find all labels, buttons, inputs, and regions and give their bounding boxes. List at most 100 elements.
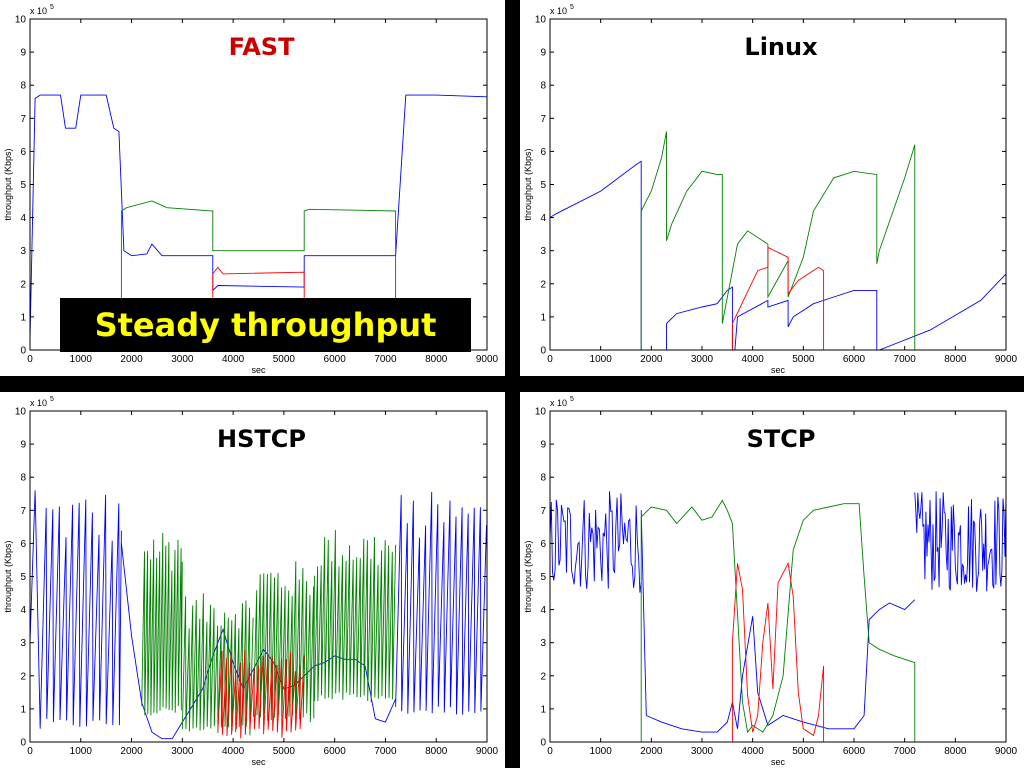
hstcp-x-tick-label: 6000 [324, 746, 347, 757]
stcp-series-line [914, 491, 1007, 592]
hstcp-series-line [217, 649, 305, 739]
linux-y-multiplier: x 10 [550, 6, 567, 16]
stcp-y-tick-label: 6 [540, 539, 546, 550]
linux-x-tick-label: 3000 [691, 354, 714, 365]
linux-series-line [640, 131, 916, 350]
linux-x-tick-label: 2000 [640, 354, 663, 365]
linux-y-tick-label: 5 [540, 180, 546, 191]
hstcp-chart-svg: 0 1000 2000 3000 4000 5000 6000 7000 8000 9000 0 1 2… [3, 396, 499, 767]
hstcp-x-tick-label: 2000 [120, 746, 143, 757]
hstcp-series-line [29, 490, 41, 729]
fast-series-line [120, 200, 397, 350]
stcp-series-line [640, 499, 916, 742]
stcp-y-exponent: 5 [570, 396, 574, 403]
fast-y-tick-label: 8 [20, 81, 26, 92]
fast-x-tick-label: 9000 [476, 354, 499, 365]
linux-x-tick-label: 1000 [590, 354, 613, 365]
fast-x-tick-label: 4000 [222, 354, 245, 365]
fast-y-multiplier: x 10 [30, 6, 47, 16]
fast-y-exponent: 5 [50, 4, 54, 11]
stcp-y-tick-label: 7 [540, 506, 546, 517]
hstcp-series-line [395, 491, 487, 715]
hstcp-x-tick-label: 4000 [222, 746, 245, 757]
linux-y-tick-label: 8 [540, 81, 546, 92]
linux-y-tick-label: 3 [540, 246, 546, 257]
hstcp-y-tick-label: 10 [15, 407, 27, 418]
fast-x-tick-label: 8000 [425, 354, 448, 365]
fast-x-tick-label: 0 [27, 354, 33, 365]
fast-chart-title: FAST [229, 33, 296, 61]
hstcp-y-exponent: 5 [50, 396, 54, 403]
linux-y-tick-label: 9 [540, 48, 546, 59]
stcp-x-tick-label: 6000 [843, 746, 866, 757]
stcp-x-tick-label: 1000 [590, 746, 613, 757]
stcp-x-tick-label: 9000 [995, 746, 1018, 757]
hstcp-y-tick-label: 8 [20, 473, 26, 484]
linux-y-axis-label: throughput (Kbps) [523, 148, 533, 220]
fast-y-tick-label: 9 [20, 48, 26, 59]
hstcp-y-tick-label: 9 [20, 440, 26, 451]
stcp-series-line [731, 561, 825, 742]
linux-series-line [549, 160, 1007, 351]
linux-x-tick-label: 6000 [843, 354, 866, 365]
stcp-y-tick-label: 8 [540, 473, 546, 484]
fast-x-tick-label: 6000 [324, 354, 347, 365]
linux-y-tick-label: 0 [540, 346, 546, 357]
linux-chart-title: Linux [744, 33, 818, 61]
stcp-x-tick-label: 8000 [944, 746, 967, 757]
hstcp-x-tick-label: 9000 [476, 746, 499, 757]
hstcp-x-tick-label: 7000 [374, 746, 397, 757]
stcp-y-tick-label: 4 [540, 605, 546, 616]
linux-y-tick-label: 10 [535, 15, 547, 26]
hstcp-series-line [141, 532, 183, 716]
hstcp-chart-panel: 0 1000 2000 3000 4000 5000 6000 7000 8000 9000 0 1 2… [0, 392, 505, 768]
stcp-series-line [640, 510, 916, 733]
fast-y-tick-label: 6 [20, 147, 26, 158]
fast-x-tick-label: 7000 [374, 354, 397, 365]
hstcp-series-line [252, 561, 315, 723]
stcp-x-tick-label: 4000 [742, 746, 765, 757]
stcp-chart-title: STCP [747, 425, 816, 453]
fast-series-line [29, 94, 488, 341]
fast-chart-svg: 0 1000 2000 3000 4000 5000 6000 7000 8000 9000 0 1 2… [3, 4, 499, 375]
stcp-y-axis-label: throughput (Kbps) [523, 540, 533, 612]
linux-chart-panel: 0 1000 2000 3000 4000 5000 6000 7000 8000 9000 0 1 2… [520, 0, 1024, 376]
linux-x-tick-label: 5000 [792, 354, 815, 365]
linux-chart-svg: 0 1000 2000 3000 4000 5000 6000 7000 8000 9000 0 1 2… [523, 4, 1018, 375]
fast-y-tick-label: 1 [20, 312, 26, 323]
hstcp-y-tick-label: 6 [20, 539, 26, 550]
stcp-x-tick-label: 7000 [894, 746, 917, 757]
stcp-chart-svg: 0 1000 2000 3000 4000 5000 6000 7000 8000 9000 0 1 2… [523, 396, 1018, 767]
linux-y-exponent: 5 [570, 4, 574, 11]
linux-x-axis-label: sec [771, 365, 786, 375]
stcp-x-axis-label: sec [771, 757, 786, 767]
fast-y-tick-label: 10 [15, 15, 27, 26]
hstcp-y-tick-label: 4 [20, 605, 26, 616]
stcp-y-multiplier: x 10 [550, 398, 567, 408]
stcp-x-tick-label: 2000 [640, 746, 663, 757]
fast-y-tick-label: 5 [20, 180, 26, 191]
fast-y-tick-label: 4 [20, 213, 26, 224]
hstcp-series-line [313, 530, 397, 703]
linux-y-tick-label: 7 [540, 114, 546, 125]
steady-throughput-banner: Steady throughput [60, 298, 471, 352]
fast-x-axis-label: sec [251, 365, 266, 375]
hstcp-x-tick-label: 1000 [70, 746, 93, 757]
hstcp-x-tick-label: 5000 [273, 746, 296, 757]
hstcp-y-tick-label: 3 [20, 638, 26, 649]
linux-x-tick-label: 4000 [742, 354, 765, 365]
stcp-x-tick-label: 3000 [691, 746, 714, 757]
linux-x-tick-label: 9000 [995, 354, 1018, 365]
stcp-chart-panel: 0 1000 2000 3000 4000 5000 6000 7000 8000 9000 0 1 2… [520, 392, 1024, 768]
fast-x-tick-label: 1000 [70, 354, 93, 365]
linux-y-tick-label: 6 [540, 147, 546, 158]
hstcp-y-tick-label: 1 [20, 704, 26, 715]
hstcp-y-multiplier: x 10 [30, 398, 47, 408]
stcp-y-tick-label: 2 [540, 671, 546, 682]
linux-series-line [731, 246, 825, 350]
stcp-y-tick-label: 3 [540, 638, 546, 649]
hstcp-series-line [39, 494, 122, 727]
linux-x-tick-label: 7000 [894, 354, 917, 365]
linux-y-tick-label: 2 [540, 279, 546, 290]
